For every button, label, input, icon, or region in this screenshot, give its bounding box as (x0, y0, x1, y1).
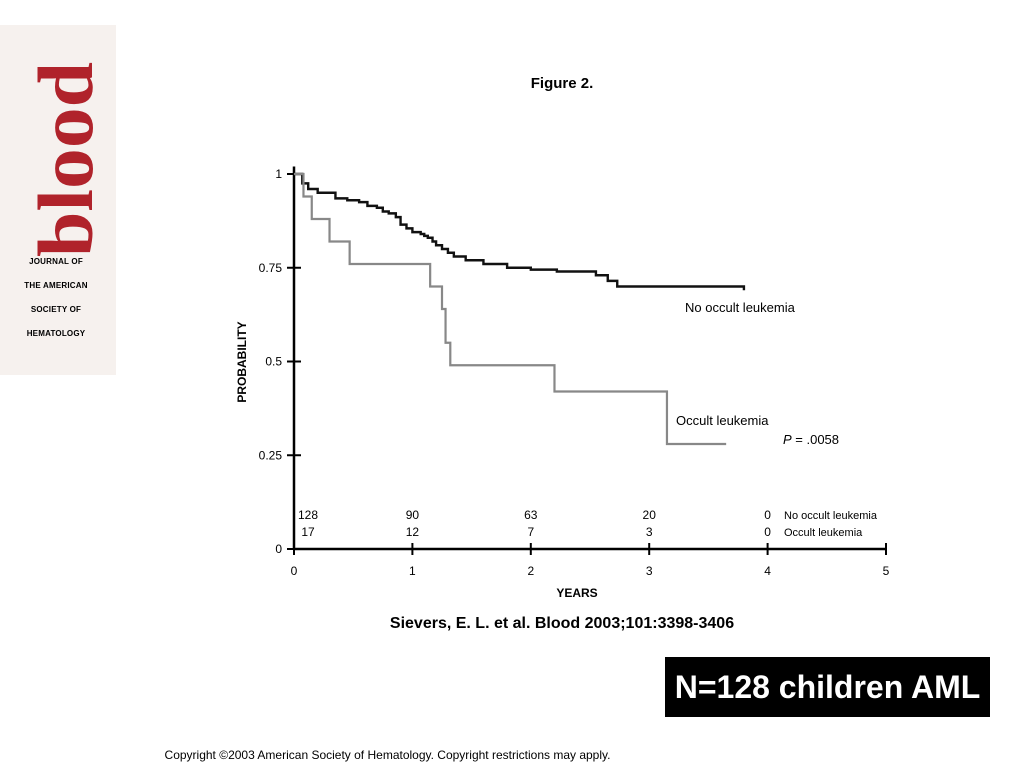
y-axis-label: PROBABILITY (235, 321, 249, 402)
journal-line-4: HEMATOLOGY (26, 329, 86, 338)
logo-text: blood (22, 62, 109, 257)
at-risk-count: 63 (524, 508, 538, 522)
x-tick-label: 0 (291, 564, 298, 578)
citation: Sievers, E. L. et al. Blood 2003;101:339… (389, 615, 735, 632)
journal-panel: blood JOURNAL OF THE AMERICAN SOCIETY OF… (0, 25, 116, 375)
at-risk-row-label: No occult leukemia (784, 510, 878, 522)
y-tick-label: 0.5 (265, 355, 282, 369)
at-risk-count: 90 (406, 508, 420, 522)
journal-line-3: SOCIETY OF (30, 305, 82, 314)
blood-logo: blood (22, 62, 109, 257)
copyright-notice: Copyright ©2003 American Society of Hema… (164, 748, 611, 762)
journal-line-1: JOURNAL OF (29, 257, 83, 266)
y-tick-label: 0.25 (259, 448, 283, 462)
at-risk-row-label: Occult leukemia (784, 527, 863, 539)
figure-title: Figure 2. (530, 75, 594, 92)
at-risk-count: 7 (527, 525, 534, 539)
at-risk-count: 17 (301, 525, 315, 539)
x-axis-label: YEARS (556, 586, 597, 600)
y-tick-label: 0.75 (259, 261, 283, 275)
x-tick-label: 1 (409, 564, 416, 578)
no-occult-leukemia-curve (294, 172, 746, 291)
occult-leukemia-label: Occult leukemia (676, 413, 769, 428)
at-risk-count: 0 (764, 525, 771, 539)
at-risk-count: 0 (764, 508, 771, 522)
y-tick-label: 0 (275, 542, 282, 556)
x-tick-label: 4 (764, 564, 771, 578)
y-tick-label: 1 (275, 167, 282, 181)
no-occult-leukemia-label: No occult leukemia (685, 300, 796, 315)
at-risk-count: 3 (646, 525, 653, 539)
journal-line-2: THE AMERICAN (24, 281, 88, 290)
x-tick-label: 5 (883, 564, 890, 578)
x-tick-label: 2 (527, 564, 534, 578)
p-value-label: P = .0058 (783, 432, 839, 447)
at-risk-count: 20 (643, 508, 657, 522)
at-risk-count: 12 (406, 525, 420, 539)
at-risk-count: 128 (298, 508, 318, 522)
x-tick-label: 3 (646, 564, 653, 578)
sample-size-banner: N=128 children AML (665, 657, 990, 717)
occult-leukemia-curve (294, 172, 727, 446)
